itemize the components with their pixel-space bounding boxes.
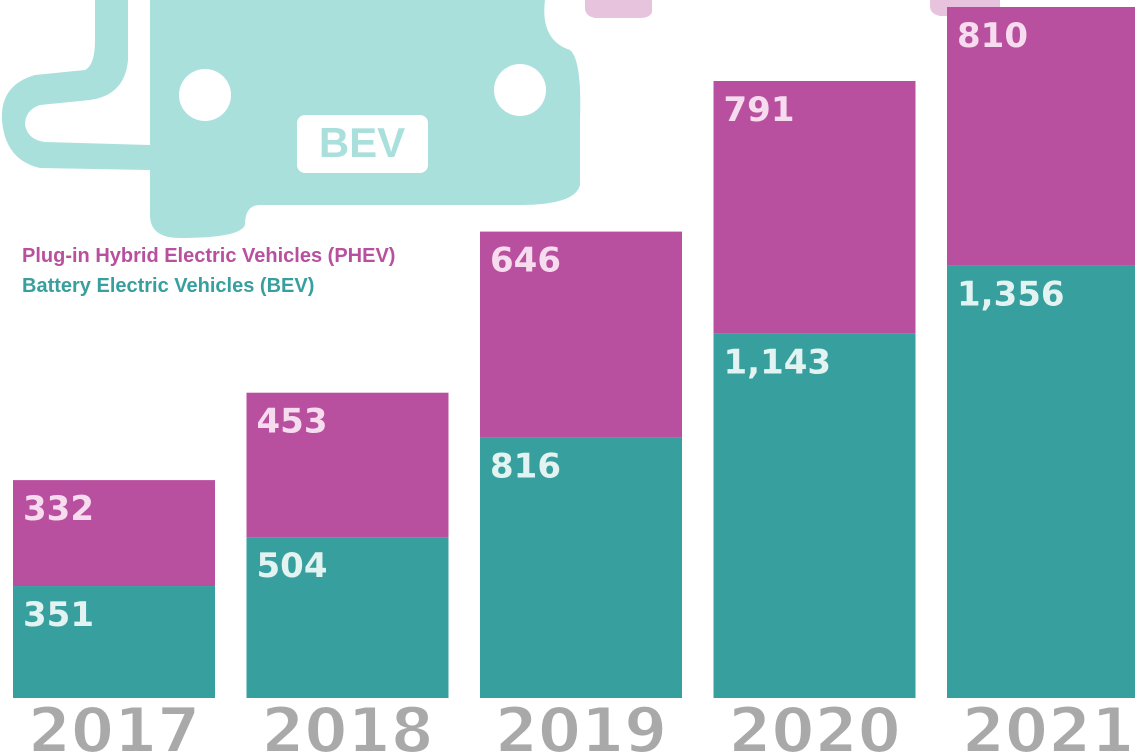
value-label: 646 — [490, 241, 561, 281]
x-tick-label: 2021 — [962, 694, 1135, 754]
x-tick-label: 2017 — [28, 694, 201, 754]
value-label: 504 — [257, 546, 328, 586]
legend: Plug-in Hybrid Electric Vehicles (PHEV) B… — [22, 245, 395, 297]
value-label: 810 — [957, 16, 1028, 56]
legend-entry: Plug-in Hybrid Electric Vehicles (PHEV) — [22, 245, 395, 267]
legend-entry: Battery Electric Vehicles (BEV) — [22, 275, 314, 297]
x-tick-label: 2019 — [495, 694, 668, 754]
x-tick-label: 2020 — [728, 694, 901, 754]
value-label: 1,143 — [724, 342, 832, 382]
value-label: 351 — [23, 595, 94, 635]
value-label: 453 — [257, 402, 328, 442]
car-label: BEV — [319, 119, 405, 166]
x-tick-label: 2018 — [261, 694, 434, 754]
bar-segment — [947, 265, 1135, 698]
value-label: 816 — [490, 447, 561, 487]
bar-segment — [714, 333, 916, 698]
value-label: 791 — [724, 90, 795, 130]
value-label: 1,356 — [957, 274, 1065, 314]
value-label: 332 — [23, 489, 94, 529]
chart: BEV Plug-in Hybrid Electric Vehicles (PH… — [0, 0, 1135, 754]
